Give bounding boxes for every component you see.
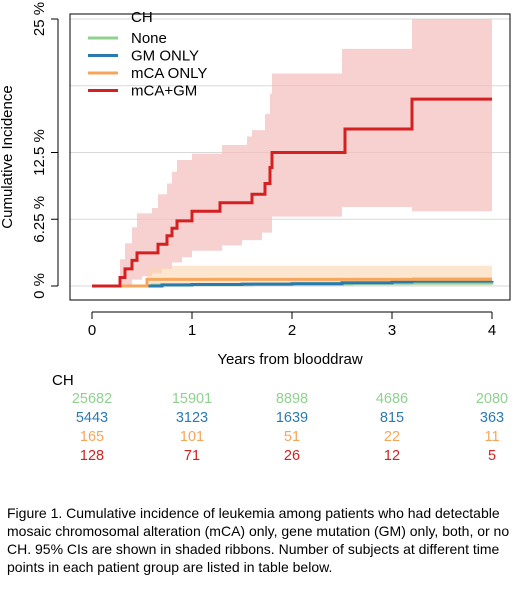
risk-row-gm-only: 5443 3123 1639 815 363 — [0, 410, 520, 430]
risk-row-mca-gm: 128 71 26 12 5 — [0, 448, 520, 468]
x-tick-label: 1 — [188, 322, 196, 339]
risk-count: 101 — [179, 429, 205, 445]
risk-count: 815 — [379, 410, 405, 426]
risk-count: 4686 — [375, 391, 409, 407]
x-tick-label: 3 — [388, 322, 396, 339]
cumulative-incidence-chart: 0 1 2 3 4 0 % 6.25 % 12.5 % 25 % Cumulative Inci… — [0, 2, 511, 368]
risk-count: 25682 — [71, 391, 113, 407]
y-tick-label: 25 % — [31, 2, 48, 36]
risk-count: 12 — [383, 448, 401, 464]
plot-frame — [69, 13, 511, 301]
legend-entry-label: GM ONLY — [131, 48, 199, 65]
risk-count: 26 — [283, 448, 301, 464]
legend-title: CH — [131, 9, 153, 26]
legend-entry-label: mCA ONLY — [131, 65, 207, 82]
x-tick-label: 2 — [288, 322, 296, 339]
series-lines — [92, 97, 494, 288]
risk-row-mca-only: 165 101 51 22 11 — [0, 429, 520, 449]
risk-count: 5443 — [75, 410, 109, 426]
risk-count: 363 — [479, 410, 505, 426]
risk-count: 11 — [484, 429, 500, 445]
number-at-risk-table: CH 25682 15901 8898 4686 2080 5443 3123 1639 815… — [0, 366, 520, 476]
y-tick-label: 6.25 % — [31, 196, 48, 243]
risk-table-title: CH — [52, 372, 74, 389]
risk-count: 15901 — [171, 391, 213, 407]
risk-count: 8898 — [275, 391, 309, 407]
series-line-gm-only — [92, 279, 494, 288]
risk-count: 1639 — [275, 410, 309, 426]
x-tick-label: 4 — [488, 322, 496, 339]
x-tick-label: 0 — [88, 322, 96, 339]
y-tick-label: 0 % — [31, 273, 48, 299]
risk-row-none: 25682 15901 8898 4686 2080 — [0, 391, 520, 411]
risk-count: 3123 — [175, 410, 209, 426]
risk-count: 51 — [283, 429, 301, 445]
risk-count: 5 — [487, 448, 497, 464]
risk-count: 165 — [79, 429, 105, 445]
series-line-mca-gm — [92, 97, 492, 288]
risk-count: 2080 — [475, 391, 509, 407]
figure-caption: Figure 1. Cumulative incidence of leukem… — [7, 505, 510, 575]
y-tick-label: 12.5 % — [31, 129, 48, 176]
legend-entry-label: None — [131, 30, 167, 47]
x-axis-label: Years from blooddraw — [217, 351, 363, 368]
axes: 0 1 2 3 4 0 % 6.25 % 12.5 % 25 % — [31, 2, 496, 339]
legend-entry-label: mCA+GM — [131, 83, 197, 100]
risk-count: 22 — [383, 429, 401, 445]
y-axis-label: Cumulative Incidence — [0, 85, 16, 228]
risk-count: 128 — [79, 448, 105, 464]
risk-count: 71 — [183, 448, 201, 464]
